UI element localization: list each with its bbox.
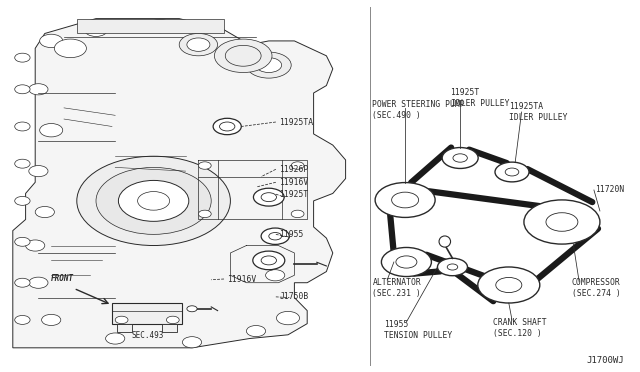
Circle shape xyxy=(266,270,285,281)
Circle shape xyxy=(115,316,128,324)
Circle shape xyxy=(29,166,48,177)
Text: 11925TA
IDLER PULLEY: 11925TA IDLER PULLEY xyxy=(509,102,567,122)
Circle shape xyxy=(225,45,261,66)
Circle shape xyxy=(220,122,235,131)
Text: SEC.493: SEC.493 xyxy=(131,331,163,340)
Circle shape xyxy=(40,124,63,137)
Circle shape xyxy=(15,159,30,168)
Circle shape xyxy=(40,34,63,48)
Circle shape xyxy=(214,39,272,73)
Circle shape xyxy=(524,200,600,244)
Circle shape xyxy=(447,264,458,270)
Text: 11916V: 11916V xyxy=(227,275,257,283)
Circle shape xyxy=(29,84,48,95)
Circle shape xyxy=(166,316,179,324)
Text: 11720N: 11720N xyxy=(595,186,625,195)
Circle shape xyxy=(213,118,241,135)
Text: CRANK SHAFT
(SEC.120 ): CRANK SHAFT (SEC.120 ) xyxy=(493,318,547,338)
Text: 11955
TENSION PULLEY: 11955 TENSION PULLEY xyxy=(384,320,452,340)
Circle shape xyxy=(495,162,529,182)
Circle shape xyxy=(546,213,578,231)
Circle shape xyxy=(35,206,54,218)
Bar xyxy=(117,324,132,332)
Circle shape xyxy=(148,19,172,33)
Circle shape xyxy=(15,85,30,94)
Circle shape xyxy=(138,192,170,210)
Circle shape xyxy=(187,38,210,51)
Circle shape xyxy=(505,168,519,176)
Circle shape xyxy=(392,192,419,208)
Circle shape xyxy=(96,167,211,234)
Circle shape xyxy=(42,314,61,326)
Circle shape xyxy=(15,53,30,62)
Text: FRONT: FRONT xyxy=(51,274,74,283)
Text: 11916V: 11916V xyxy=(279,178,308,187)
Text: POWER STEERING PUMP
(SEC.490 ): POWER STEERING PUMP (SEC.490 ) xyxy=(372,100,465,120)
Circle shape xyxy=(375,183,435,218)
Bar xyxy=(112,303,182,324)
Circle shape xyxy=(198,162,211,169)
Circle shape xyxy=(442,148,478,169)
Circle shape xyxy=(198,210,211,218)
Text: 11955: 11955 xyxy=(279,230,303,239)
Circle shape xyxy=(256,58,282,73)
Circle shape xyxy=(453,154,467,162)
Circle shape xyxy=(182,337,202,348)
Text: 11925T
IDLER PULLEY: 11925T IDLER PULLEY xyxy=(451,88,509,108)
Circle shape xyxy=(179,33,218,56)
Circle shape xyxy=(291,210,304,218)
Text: J1750B: J1750B xyxy=(279,292,308,301)
Circle shape xyxy=(478,267,540,303)
Circle shape xyxy=(276,311,300,325)
Circle shape xyxy=(438,258,467,276)
Circle shape xyxy=(261,193,276,202)
Circle shape xyxy=(269,232,282,240)
Circle shape xyxy=(29,277,48,288)
Circle shape xyxy=(106,333,125,344)
Ellipse shape xyxy=(439,236,451,247)
Circle shape xyxy=(381,247,431,276)
Circle shape xyxy=(15,315,30,324)
Circle shape xyxy=(261,256,276,265)
Text: COMPRESSOR
(SEC.274 ): COMPRESSOR (SEC.274 ) xyxy=(572,278,620,298)
Circle shape xyxy=(15,122,30,131)
Circle shape xyxy=(15,237,30,246)
Circle shape xyxy=(15,278,30,287)
Bar xyxy=(162,324,177,332)
Circle shape xyxy=(246,52,291,78)
Text: 11925TA: 11925TA xyxy=(279,118,313,126)
Text: ALTERNATOR
(SEC.231 ): ALTERNATOR (SEC.231 ) xyxy=(372,278,421,298)
Circle shape xyxy=(496,278,522,292)
Bar xyxy=(77,19,224,33)
Circle shape xyxy=(77,156,230,246)
Circle shape xyxy=(26,240,45,251)
Circle shape xyxy=(118,180,189,221)
Circle shape xyxy=(253,251,285,270)
Polygon shape xyxy=(13,19,346,348)
Text: J1700WJ: J1700WJ xyxy=(586,356,624,365)
Circle shape xyxy=(261,228,289,244)
Circle shape xyxy=(246,326,266,337)
Text: 11925T: 11925T xyxy=(279,190,308,199)
Circle shape xyxy=(396,256,417,268)
Circle shape xyxy=(291,162,304,169)
Circle shape xyxy=(253,188,284,206)
Circle shape xyxy=(15,196,30,205)
Circle shape xyxy=(187,306,197,312)
Circle shape xyxy=(84,23,108,36)
Text: 11926P: 11926P xyxy=(279,165,308,174)
Circle shape xyxy=(54,39,86,58)
